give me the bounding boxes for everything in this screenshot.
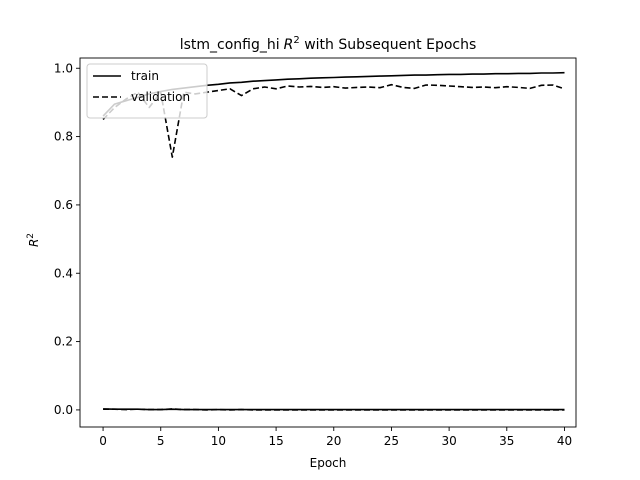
series-line-series-4 [103,408,565,411]
plot-area [80,58,576,427]
x-tick-label: 40 [557,434,572,448]
title-suffix: with Subsequent Epochs [300,37,477,53]
x-axis-label: Epoch [310,456,347,470]
y-tick-label: 0.4 [54,266,73,280]
y-tick-label: 0.8 [54,130,73,144]
title-prefix: lstm_config_hi [180,37,280,53]
x-tick-label: 25 [384,434,399,448]
legend-label-validation: validation [131,90,190,104]
plot-background [80,58,576,427]
x-tick-label: 0 [99,434,107,448]
axes-layer: 0 5 10 15 20 25 30 35 40 0.0 0.2 0.4 0.6 0.8 1.0 [54,57,577,448]
x-tick-label: 15 [268,434,283,448]
x-tick-label: 5 [157,434,165,448]
y-tick-label: 0.0 [54,403,73,417]
title-sup: 2 [293,35,299,46]
y-label-sup: 2 [26,233,36,239]
y-tick-label: 0.6 [54,198,73,212]
legend-label-train: train [131,69,159,83]
y-tick-label: 0.2 [54,335,73,349]
y-tick-label: 1.0 [54,61,73,75]
x-tick-label: 20 [326,434,341,448]
x-tick-label: 35 [499,434,514,448]
y-label-r: R [27,239,41,247]
legend: train validation [86,63,208,119]
x-tick-label: 10 [211,434,226,448]
legend-box [86,63,208,119]
y-axis-label: R2 [26,233,41,247]
title-r: R [284,37,294,53]
chart-title: lstm_config_hi R2 with Subsequent Epochs [180,35,477,53]
axes-frame [79,57,577,428]
x-tick-label: 30 [441,434,456,448]
